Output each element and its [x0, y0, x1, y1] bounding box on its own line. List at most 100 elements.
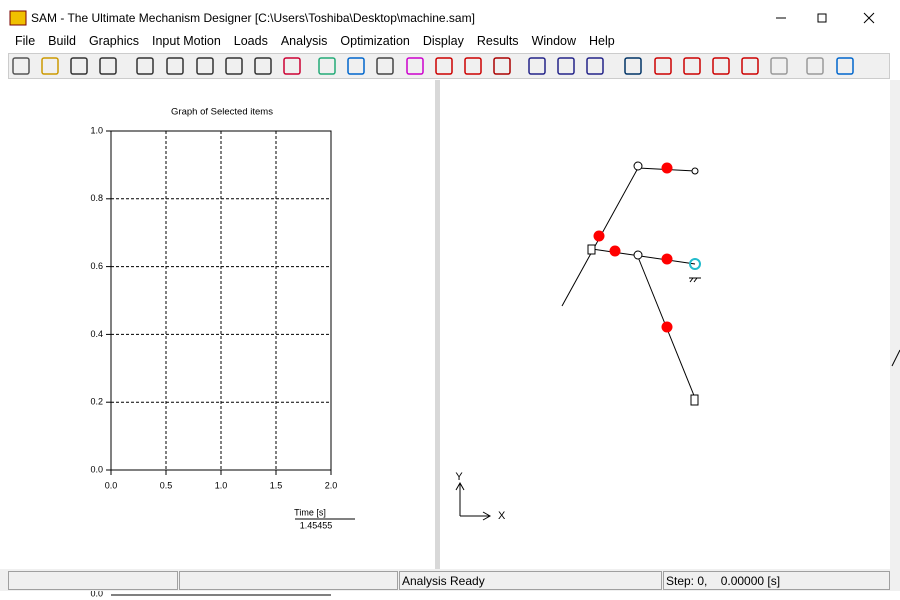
button-icon	[435, 57, 453, 75]
splitter[interactable]	[435, 80, 440, 569]
toolbar-button[interactable]	[435, 57, 453, 75]
toolbar-button[interactable]	[654, 57, 672, 75]
menu-item[interactable]: Optimization	[340, 34, 410, 48]
mass-point	[609, 245, 621, 257]
toolbar-button[interactable]	[347, 57, 365, 75]
ground	[689, 277, 701, 283]
toolbar-button[interactable]	[70, 57, 88, 75]
lower-tick-label: 0.0	[90, 591, 103, 598]
joint	[633, 161, 643, 171]
x-tick-label: 1.0	[215, 480, 228, 490]
toolbar-button[interactable]	[836, 57, 854, 75]
link	[591, 248, 696, 265]
scrollbar[interactable]	[890, 80, 900, 569]
button-icon	[347, 57, 365, 75]
menu-item[interactable]: Graphics	[88, 34, 139, 48]
close[interactable]	[863, 12, 875, 24]
menu-item[interactable]: Window	[531, 34, 577, 48]
mass-point	[661, 162, 673, 174]
status-message: Analysis Ready	[399, 571, 662, 590]
toolbar-button[interactable]	[806, 57, 824, 75]
toolbar-button[interactable]	[528, 57, 546, 75]
lower-graph: 0.0	[90, 591, 331, 598]
toolbar-button[interactable]	[624, 57, 642, 75]
button-icon	[318, 57, 336, 75]
joint	[691, 167, 699, 175]
toolbar-button[interactable]	[12, 57, 30, 75]
menu-item[interactable]: Analysis	[280, 34, 328, 48]
button-icon	[806, 57, 824, 75]
title-icons	[9, 10, 875, 26]
toolbar-button[interactable]	[464, 57, 482, 75]
toolbar-button[interactable]	[283, 57, 301, 75]
toolbar-button[interactable]	[586, 57, 604, 75]
toolbar-button[interactable]	[99, 57, 117, 75]
menu-item[interactable]: Results	[476, 34, 519, 48]
time-readout: 1.45455	[300, 520, 333, 530]
button-icon	[586, 57, 604, 75]
x-tick-label: 0.0	[105, 480, 118, 490]
edge-mark	[891, 349, 900, 367]
joint	[633, 250, 643, 260]
y-tick-label: 0.0	[90, 464, 103, 474]
app-icon	[9, 10, 27, 26]
button-icon	[528, 57, 546, 75]
toolbar-button[interactable]	[557, 57, 575, 75]
menu-item[interactable]: Display	[422, 34, 464, 48]
restore[interactable]	[817, 13, 827, 23]
toolbar-button[interactable]	[493, 57, 511, 75]
button-icon	[12, 57, 30, 75]
status-pane	[8, 571, 178, 590]
button-icon	[225, 57, 243, 75]
toolbar-button[interactable]	[254, 57, 272, 75]
toolbar-button[interactable]	[41, 57, 59, 75]
chart-title: Graph of Selected items	[171, 107, 273, 118]
menu-item[interactable]: Help	[589, 34, 615, 48]
title-bar: SAM - The Ultimate Mechanism Designer [C…	[0, 0, 900, 30]
button-icon	[654, 57, 672, 75]
button-icon	[683, 57, 701, 75]
toolbar-button[interactable]	[741, 57, 759, 75]
button-icon	[166, 57, 184, 75]
mass-point	[593, 230, 605, 242]
menu-item[interactable]: Build	[48, 34, 76, 48]
ground-joint	[689, 258, 701, 270]
status-step: Step: 0, 0.00000 [s]	[663, 571, 890, 590]
toolbar-button[interactable]	[712, 57, 730, 75]
y-tick-label: 0.4	[90, 329, 103, 339]
toolbar-button[interactable]	[225, 57, 243, 75]
toolbar-button[interactable]	[166, 57, 184, 75]
toolbar-button[interactable]	[136, 57, 154, 75]
toolbar-button[interactable]	[770, 57, 788, 75]
toolbar-button[interactable]	[683, 57, 701, 75]
x-tick-label: 1.5	[270, 480, 283, 490]
mass-point	[661, 321, 673, 333]
menu-item[interactable]: File	[15, 34, 36, 48]
button-icon	[196, 57, 214, 75]
toolbar-button[interactable]	[318, 57, 336, 75]
axis-x-label: X	[498, 510, 506, 522]
button-icon	[464, 57, 482, 75]
button-icon	[557, 57, 575, 75]
button-icon	[136, 57, 154, 75]
menu-item[interactable]: Loads	[233, 34, 268, 48]
menu-bar: File Build Graphics Input Motion Loads Analys…	[0, 30, 615, 52]
button-icon	[836, 57, 854, 75]
button-icon	[770, 57, 788, 75]
button-icon	[493, 57, 511, 75]
button-icon	[741, 57, 759, 75]
mechanism	[561, 161, 900, 406]
button-icon	[376, 57, 394, 75]
workspace: Y X Graph of Selected items 0.0 0.2 0.4 0.6 0…	[0, 80, 900, 569]
x-tick-label: 0.5	[160, 480, 173, 490]
slider	[587, 244, 596, 255]
status-bar: Analysis Ready Step: 0, 0.00000 [s]	[0, 569, 900, 591]
x-tick-label: 2.0	[325, 480, 338, 490]
axis-y-label: Y	[455, 471, 463, 483]
menu-item[interactable]: Input Motion	[151, 34, 221, 48]
plot-frame	[110, 130, 332, 471]
toolbar-button[interactable]	[196, 57, 214, 75]
mass-points	[593, 162, 673, 333]
toolbar-button[interactable]	[406, 57, 424, 75]
toolbar-button[interactable]	[376, 57, 394, 75]
